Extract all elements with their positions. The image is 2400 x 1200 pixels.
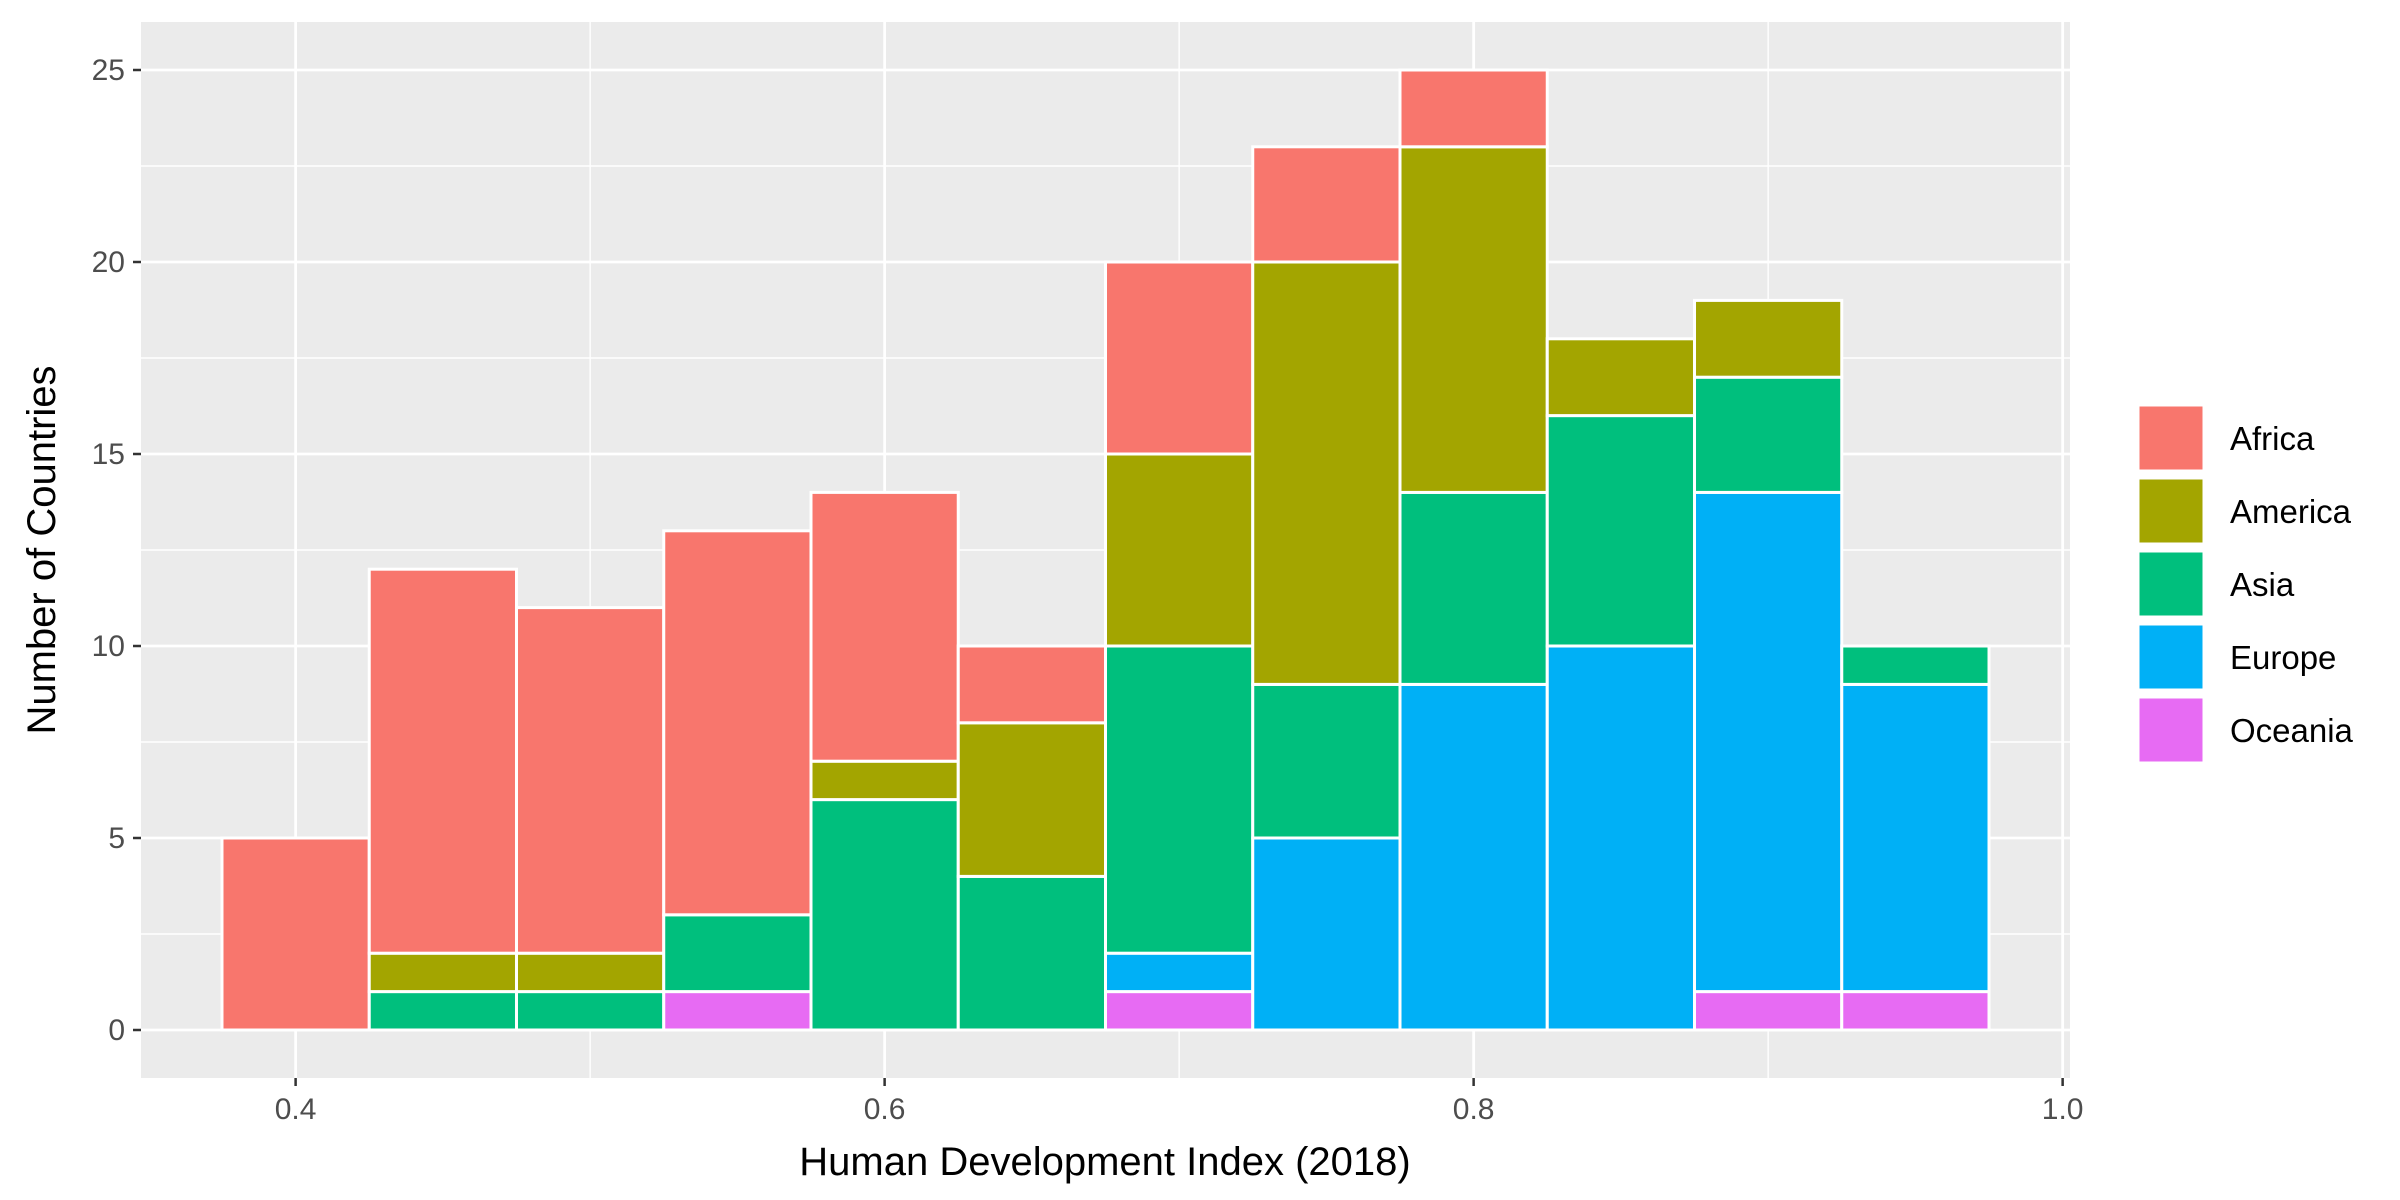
bar-segment-africa	[367, 567, 518, 955]
bar-segment-europe	[1104, 951, 1255, 994]
y-axis: 0 5 10 15 20 25	[92, 54, 141, 1047]
bar-segment-america	[1251, 260, 1402, 686]
y-tick-label: 0	[108, 1014, 125, 1047]
x-axis-title: Human Development Index (2018)	[799, 1140, 1410, 1184]
y-tick-label: 5	[108, 822, 125, 855]
bar-segment-asia	[367, 990, 518, 1032]
legend-label-africa: Africa	[2230, 420, 2315, 457]
y-tick-label: 10	[92, 630, 125, 663]
bar-segment-asia	[1251, 682, 1402, 840]
bar-segment-europe	[1840, 682, 1991, 994]
bar-segment-europe	[1693, 490, 1844, 994]
legend-key-asia	[2136, 549, 2206, 619]
bar-segment-asia	[1545, 414, 1697, 648]
x-tick-label: 0.8	[1453, 1093, 1495, 1126]
legend-key-europe	[2136, 622, 2206, 692]
legend: Africa America Asia Europe Oceania	[2136, 403, 2354, 765]
bar-segment-america	[1693, 298, 1844, 379]
legend-key-america	[2136, 476, 2206, 546]
legend-label-europe: Europe	[2230, 639, 2336, 676]
bar-segment-asia	[514, 990, 666, 1032]
bar-segment-africa	[1104, 260, 1255, 456]
bar-segment-africa	[1251, 145, 1402, 264]
bar-segment-america	[1545, 337, 1697, 418]
bar-segment-africa	[514, 606, 666, 955]
bar-segment-europe	[1545, 644, 1697, 1032]
legend-label-oceania: Oceania	[2230, 712, 2354, 749]
bar-segment-europe	[1398, 682, 1549, 1032]
legend-key-africa	[2136, 403, 2206, 473]
bar-segment-africa	[220, 836, 371, 1032]
bar-segment-america	[1398, 145, 1549, 494]
y-axis-title: Number of Countries	[20, 365, 64, 734]
bar-segment-oceania	[662, 990, 813, 1032]
x-tick-label: 1.0	[2042, 1093, 2084, 1126]
legend-key-oceania	[2136, 695, 2206, 765]
bar-segment-oceania	[1840, 990, 1991, 1032]
bar-segment-asia	[1398, 490, 1549, 686]
bar-segment-america	[1104, 452, 1255, 648]
bar-segment-oceania	[1104, 990, 1255, 1032]
x-tick-label: 0.4	[275, 1093, 317, 1126]
bar-segment-asia	[1104, 644, 1255, 955]
bar-segment-america	[514, 951, 666, 994]
bar-segment-america	[367, 951, 518, 994]
y-tick-label: 15	[92, 438, 125, 471]
y-tick-label: 20	[92, 246, 125, 279]
bar-segment-africa	[956, 644, 1108, 725]
bar-segment-asia	[1840, 644, 1991, 686]
bar-segment-africa	[809, 490, 960, 763]
bar-segment-asia	[662, 913, 813, 994]
histogram-bars	[220, 68, 1991, 1032]
legend-label-asia: Asia	[2230, 566, 2295, 603]
x-axis: 0.4 0.6 0.8 1.0	[275, 1078, 2084, 1126]
bar-segment-asia	[956, 874, 1108, 1032]
legend-label-america: America	[2230, 493, 2352, 530]
bar-segment-america	[809, 759, 960, 802]
bar-segment-america	[956, 721, 1108, 878]
bar-segment-africa	[1398, 68, 1549, 149]
bar-segment-asia	[809, 798, 960, 1032]
x-tick-label: 0.6	[864, 1093, 906, 1126]
bar-segment-asia	[1693, 375, 1844, 494]
bar-segment-europe	[1251, 836, 1402, 1032]
bar-segment-africa	[662, 529, 813, 917]
y-tick-label: 25	[92, 54, 125, 87]
bar-segment-oceania	[1693, 990, 1844, 1032]
